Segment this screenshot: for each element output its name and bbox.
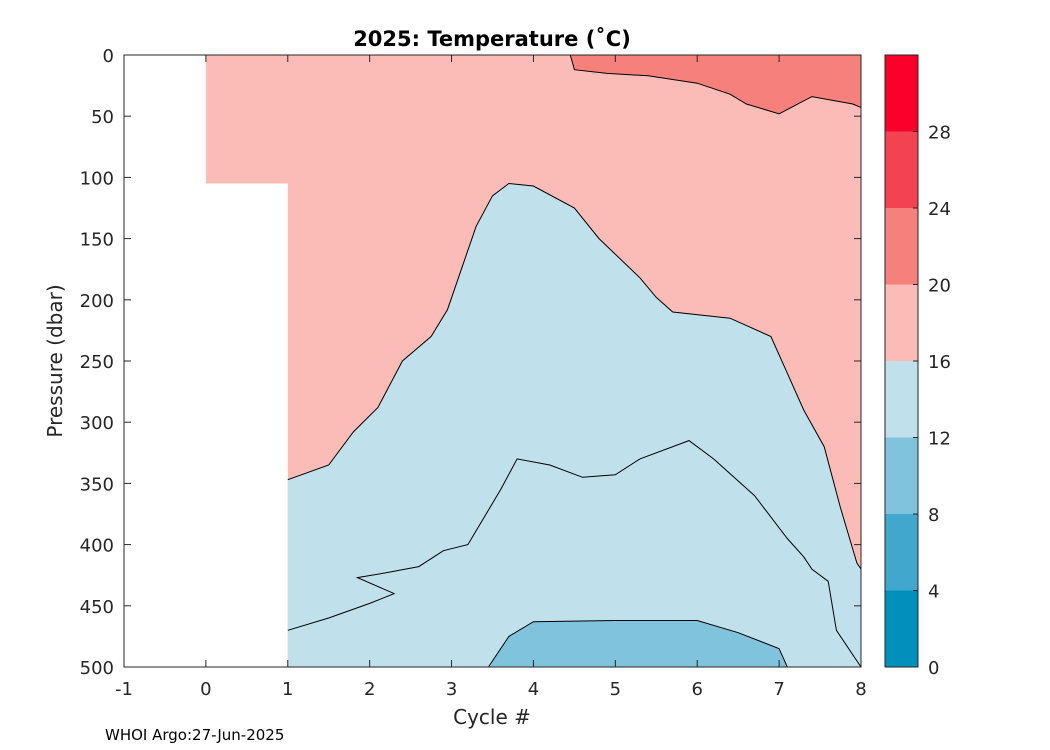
y-tick-label: 100	[80, 168, 114, 189]
x-tick-label: -1	[115, 679, 133, 700]
y-tick-label: 200	[80, 291, 114, 312]
colorbar-tick-label: 12	[928, 429, 951, 450]
colorbar-band	[885, 208, 918, 285]
colorbar-tick-label: 8	[928, 505, 939, 526]
colorbar-tick-label: 20	[928, 276, 951, 297]
colorbar-tick-label: 4	[928, 582, 939, 603]
y-tick-label: 500	[80, 658, 114, 679]
colorbar: 0 4 8 12 16 20 24 28	[884, 54, 951, 679]
x-tick-label: 4	[528, 679, 539, 700]
colorbar-band	[885, 437, 918, 514]
colorbar-tick-label: 0	[928, 658, 939, 679]
x-tick-label: 3	[446, 679, 457, 700]
x-tick-label: 7	[773, 679, 784, 700]
x-axis-label: Cycle #	[453, 705, 531, 729]
colorbar-band	[885, 361, 918, 438]
contour-fill	[205, 55, 861, 667]
colorbar-band	[885, 514, 918, 591]
x-tick-label: 1	[282, 679, 293, 700]
y-tick-label: 50	[91, 107, 114, 128]
chart-title: 2025: Temperature (˚C)	[353, 27, 631, 51]
x-tick-label: 0	[200, 679, 211, 700]
isotherm-8	[487, 620, 788, 668]
colorbar-tick-label: 16	[928, 352, 951, 373]
x-tick-label: 6	[691, 679, 702, 700]
y-axis-ticks: 0 50 100 150 200 250 300 350 400 450 500	[80, 46, 861, 679]
isotherm-16	[287, 182, 862, 570]
y-tick-label: 300	[80, 413, 114, 434]
y-tick-label: 0	[103, 46, 114, 67]
band-12-16	[287, 183, 861, 667]
colorbar-band	[885, 284, 918, 361]
y-tick-label: 150	[80, 230, 114, 251]
y-axis-label: Pressure (dbar)	[43, 284, 67, 437]
colorbar-tick-label: 24	[928, 199, 951, 220]
isotherm-12	[287, 440, 862, 668]
y-tick-label: 250	[80, 352, 114, 373]
x-axis-ticks: -1 0 1 2 3 4 5 6 7 8	[115, 55, 867, 700]
y-tick-label: 350	[80, 474, 114, 495]
colorbar-band	[885, 131, 918, 208]
colorbar-band	[885, 55, 918, 132]
band-8-12	[488, 620, 788, 667]
x-tick-label: 5	[610, 679, 621, 700]
band-20-24	[570, 55, 861, 114]
colorbar-tick-label: 28	[928, 123, 951, 144]
footer-credit: WHOI Argo:27-Jun-2025	[105, 726, 284, 744]
x-tick-label: 2	[364, 679, 375, 700]
isotherm-20	[569, 54, 862, 115]
y-tick-label: 450	[80, 597, 114, 618]
y-tick-label: 400	[80, 536, 114, 557]
colorbar-band	[885, 590, 918, 667]
x-tick-label: 8	[855, 679, 866, 700]
isotherm-lines	[287, 54, 862, 668]
